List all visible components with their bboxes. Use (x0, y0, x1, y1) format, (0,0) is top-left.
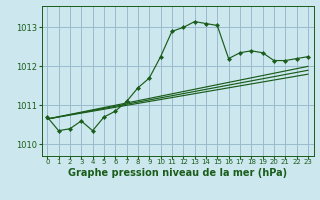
X-axis label: Graphe pression niveau de la mer (hPa): Graphe pression niveau de la mer (hPa) (68, 168, 287, 178)
